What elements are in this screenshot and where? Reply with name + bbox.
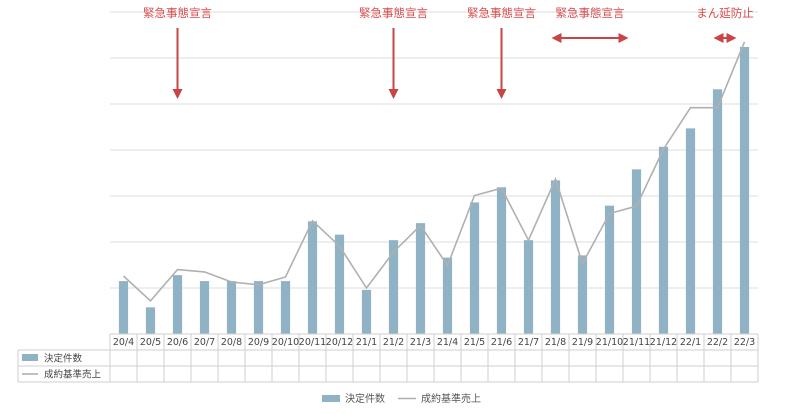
annotation-label: 緊急事態宣言 — [467, 6, 536, 20]
bar-21/11 — [631, 169, 642, 334]
x-tick-label: 21/1 — [356, 337, 377, 348]
x-tick-label: 20/12 — [326, 337, 353, 348]
bar-21/1 — [361, 289, 372, 334]
bar-22/3 — [739, 46, 750, 335]
bar-21/9 — [577, 255, 588, 334]
table-series-label: 決定件数 — [44, 353, 83, 365]
bar-21/7 — [523, 240, 534, 334]
bar-21/12 — [658, 146, 669, 334]
bar-21/6 — [496, 187, 507, 334]
x-tick-label: 20/10 — [272, 337, 299, 348]
table-series-label: 成約基準売上 — [44, 369, 102, 381]
x-tick-label: 22/1 — [680, 337, 701, 348]
bar-20/6 — [172, 275, 183, 334]
x-tick-label: 20/4 — [113, 337, 134, 348]
x-tick-label: 20/11 — [299, 337, 326, 348]
table-key-bar — [22, 354, 38, 361]
annotations: 緊急事態宣言 緊急事態宣言 緊急事態宣言 緊急事態宣言 まん延防止 — [143, 6, 754, 99]
line-series — [122, 41, 746, 303]
x-tick-label: 21/7 — [518, 337, 539, 348]
bar-20/10 — [280, 281, 291, 334]
annotation-label: 緊急事態宣言 — [359, 6, 428, 20]
annotation-label: 緊急事態宣言 — [556, 6, 625, 20]
x-tick-label: 21/11 — [623, 337, 650, 348]
x-tick-label: 21/5 — [464, 337, 485, 348]
x-tick-label: 21/4 — [437, 337, 458, 348]
x-tick-label: 22/3 — [734, 337, 755, 348]
x-tick-label: 21/12 — [650, 337, 677, 348]
x-tick-label: 20/5 — [140, 337, 161, 348]
bar-21/8 — [550, 180, 561, 334]
x-tick-label: 22/2 — [707, 337, 728, 348]
bar-20/8 — [226, 281, 237, 334]
bar-21/10 — [604, 205, 615, 334]
x-tick-label: 21/8 — [545, 337, 566, 348]
bar-20/11 — [307, 221, 318, 334]
x-tick-label: 21/3 — [410, 337, 431, 348]
legend-bar-label: 決定件数 — [345, 392, 385, 405]
x-tick-label: 21/9 — [572, 337, 593, 348]
bar-21/5 — [469, 202, 480, 334]
x-tick-label: 21/6 — [491, 337, 512, 348]
legend-bar-swatch — [322, 395, 340, 402]
bar-22/2 — [712, 89, 723, 334]
bar-22/1 — [685, 128, 696, 334]
legend: 決定件数 成約基準売上 — [322, 392, 481, 405]
bar-21/4 — [442, 257, 453, 334]
x-tick-label: 21/2 — [383, 337, 404, 348]
bar-20/4 — [118, 281, 129, 334]
x-tick-label: 20/7 — [194, 337, 215, 348]
gridlines — [110, 11, 758, 289]
x-tick-label: 21/10 — [596, 337, 623, 348]
data-table: 20/4 20/5 20/6 20/7 20/8 20/9 20/10 20/11 20/12 2… — [17, 333, 759, 383]
bar-21/2 — [388, 240, 399, 334]
annotation-label: 緊急事態宣言 — [143, 6, 212, 20]
bar-20/7 — [199, 281, 210, 334]
bar-series — [118, 46, 750, 335]
x-tick-label: 20/8 — [221, 337, 242, 348]
legend-line-label: 成約基準売上 — [421, 392, 481, 405]
x-tick-label: 20/9 — [248, 337, 269, 348]
x-tick-label: 20/6 — [167, 337, 188, 348]
annotation-label: まん延防止 — [696, 6, 754, 20]
bar-20/12 — [334, 234, 345, 334]
bar-20/9 — [253, 281, 264, 334]
bar-20/5 — [145, 307, 156, 334]
bar-21/3 — [415, 223, 426, 334]
